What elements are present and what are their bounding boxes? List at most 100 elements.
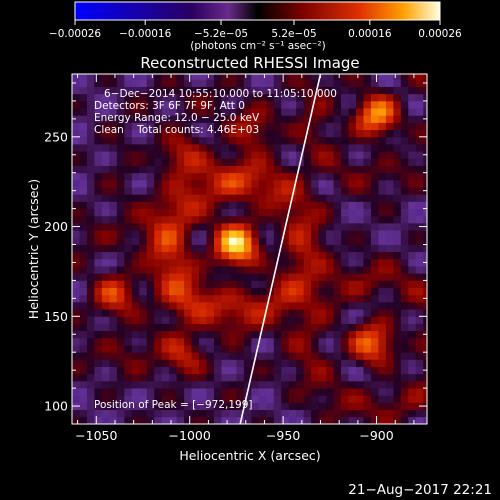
heatmap-cell (139, 144, 148, 152)
heatmap-cell (341, 258, 349, 267)
heatmap-cell (116, 409, 125, 418)
heatmap-cell (236, 194, 245, 202)
heatmap-cell (146, 230, 155, 238)
heatmap-cell (221, 158, 230, 166)
heatmap-cell (326, 215, 334, 224)
heatmap-cell (101, 366, 110, 375)
heatmap-cell (146, 380, 155, 389)
heatmap-cell (116, 129, 125, 138)
heatmap-cell (341, 172, 349, 181)
heatmap-cell (363, 86, 372, 95)
heatmap-cell (199, 258, 207, 267)
heatmap-cell (109, 122, 118, 131)
heatmap-cell (288, 172, 297, 181)
heatmap-cell (131, 151, 140, 159)
heatmap-cell (393, 345, 402, 353)
heatmap-cell (408, 251, 417, 260)
heatmap-cell (94, 244, 103, 253)
heatmap-cell (400, 201, 409, 210)
heatmap-cell (385, 122, 394, 131)
heatmap-cell (318, 151, 327, 159)
heatmap-cell (258, 201, 267, 210)
heatmap-cell (258, 194, 267, 202)
heatmap-cell (184, 416, 192, 424)
heatmap-cell (341, 201, 349, 210)
heatmap-cell (288, 179, 297, 188)
heatmap-cell (341, 179, 349, 188)
heatmap-cell (363, 108, 372, 116)
heatmap-cell (258, 230, 267, 238)
heatmap-cell (326, 74, 334, 80)
heatmap-cell (161, 373, 170, 382)
heatmap-cell (94, 230, 103, 238)
heatmap-cell (281, 316, 290, 324)
heatmap-cell (86, 330, 95, 339)
heatmap-cell (124, 115, 133, 123)
heatmap-cell (378, 187, 387, 195)
heatmap-cell (79, 129, 88, 138)
heatmap-cell (228, 201, 237, 210)
heatmap-cell (356, 122, 364, 131)
heatmap-cell (348, 287, 357, 296)
heatmap-cell (214, 165, 222, 174)
heatmap-cell (86, 352, 95, 360)
heatmap-cell (101, 301, 110, 310)
heatmap-cell (72, 86, 80, 95)
heatmap-cell (258, 388, 267, 396)
heatmap-cell (251, 402, 260, 411)
heatmap-cell (258, 316, 267, 324)
heatmap-cell (385, 388, 394, 396)
heatmap-cell (326, 172, 334, 181)
heatmap-cell (243, 129, 252, 138)
heatmap-cell (116, 352, 125, 360)
heatmap-cell (131, 258, 140, 267)
heatmap-cell (385, 187, 394, 195)
heatmap-cell (206, 201, 215, 210)
heatmap-cell (139, 79, 148, 87)
heatmap-cell (124, 337, 133, 346)
heatmap-cell (281, 208, 290, 217)
heatmap-cell (206, 309, 215, 317)
heatmap-cell (333, 222, 342, 231)
heatmap-cell (326, 108, 334, 116)
heatmap-cell (356, 359, 364, 367)
heatmap-cell (169, 74, 178, 80)
heatmap-cell (303, 409, 312, 418)
heatmap-cell (131, 280, 140, 288)
heatmap-cell (86, 380, 95, 389)
heatmap-cell (258, 380, 267, 389)
heatmap-cell (154, 237, 163, 245)
heatmap-cell (146, 115, 155, 123)
heatmap-cell (356, 352, 364, 360)
heatmap-cell (370, 258, 379, 267)
heatmap-cell (139, 230, 148, 238)
heatmap-cell (266, 165, 275, 174)
heatmap-cell (326, 359, 334, 367)
heatmap-cell (333, 215, 342, 224)
heatmap-cell (296, 136, 305, 145)
heatmap-cell (206, 395, 215, 403)
heatmap-cell (236, 352, 245, 360)
heatmap-cell (176, 366, 185, 375)
heatmap-cell (206, 79, 215, 87)
heatmap-cell (370, 244, 379, 253)
heatmap-cell (370, 373, 379, 382)
heatmap-cell (236, 151, 245, 159)
heatmap-cell (146, 108, 155, 116)
heatmap-cell (139, 309, 148, 317)
heatmap-cell (221, 115, 230, 123)
heatmap-cell (370, 144, 379, 152)
heatmap-cell (214, 266, 222, 274)
heatmap-cell (228, 309, 237, 317)
heatmap-cell (199, 309, 207, 317)
heatmap-cell (184, 280, 192, 288)
heatmap-cell (318, 323, 327, 332)
heatmap-cell (400, 294, 409, 303)
heatmap-cell (154, 151, 163, 159)
heatmap-cell (228, 366, 237, 375)
heatmap-cell (400, 366, 409, 375)
heatmap-cell (393, 136, 402, 145)
heatmap-cell (356, 201, 364, 210)
heatmap-cell (288, 144, 297, 152)
heatmap-cell (139, 108, 148, 116)
